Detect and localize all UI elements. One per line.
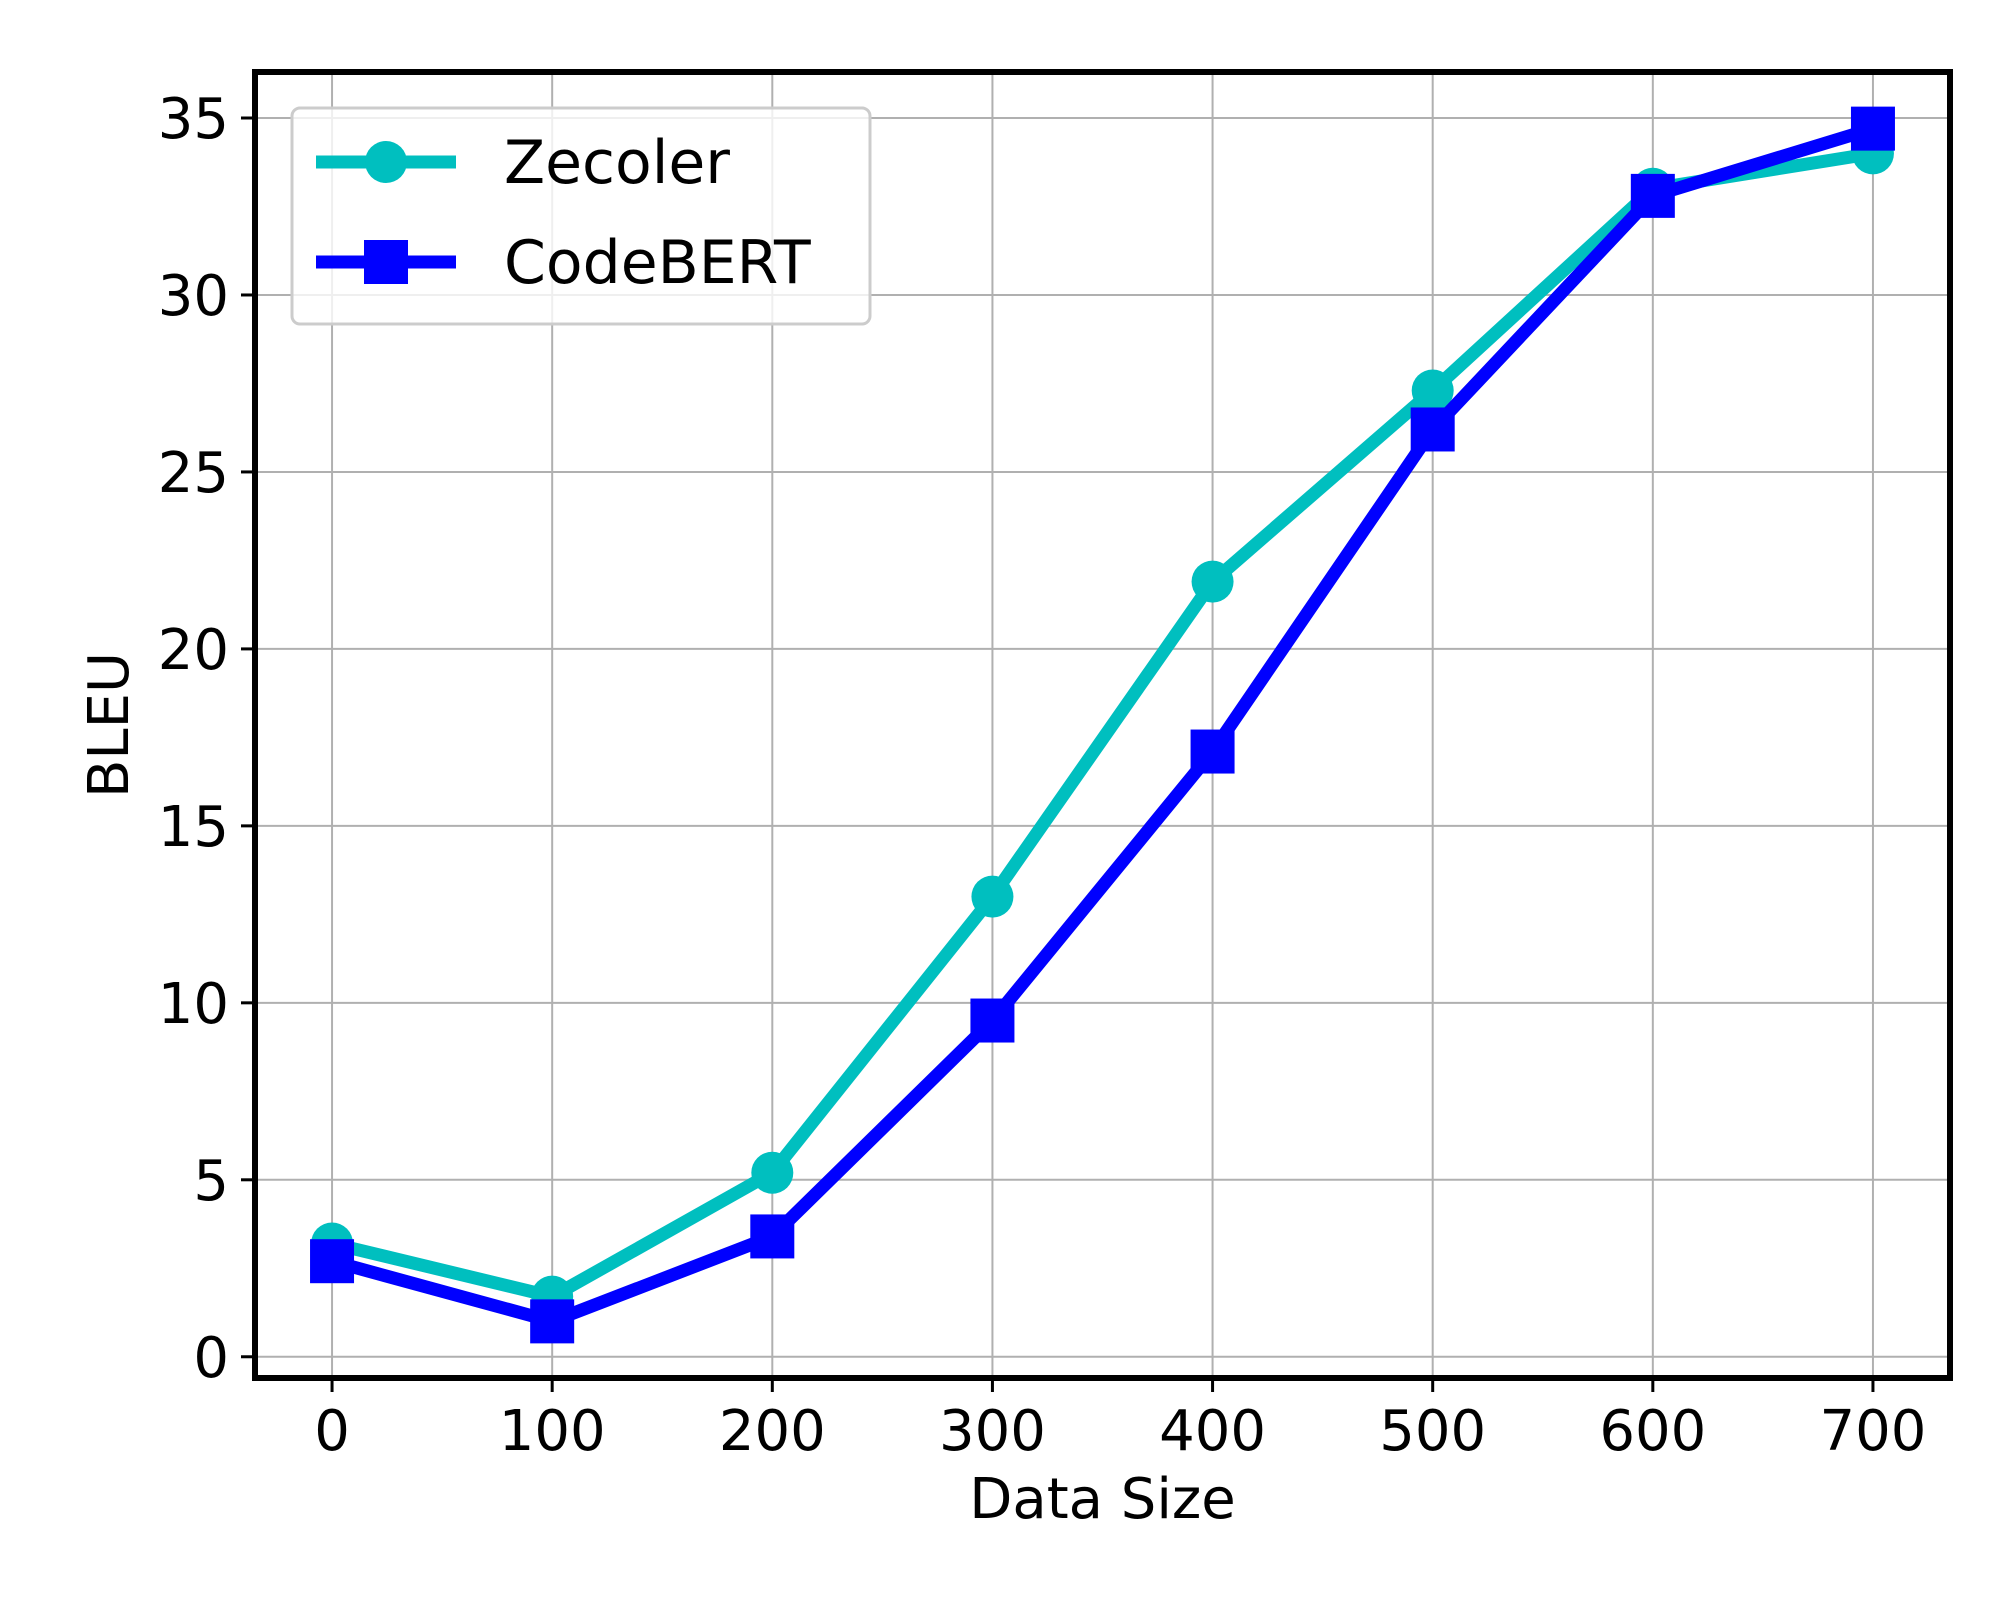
- y-tick-label: 30: [158, 264, 229, 329]
- y-tick-label: 15: [158, 795, 229, 860]
- x-tick-label: 700: [1820, 1399, 1927, 1464]
- data-point-codebert: [750, 1214, 795, 1259]
- y-tick-label: 5: [193, 1149, 229, 1214]
- legend: Zecoler CodeBERT: [290, 106, 872, 326]
- series-layer: [310, 106, 1895, 1344]
- y-tick-label: 10: [158, 972, 229, 1037]
- data-point-zecoler: [1411, 369, 1454, 412]
- y-tick-label: 35: [158, 87, 229, 152]
- legend-label-codebert: CodeBERT: [504, 228, 811, 298]
- x-tick-label: 300: [939, 1399, 1046, 1464]
- x-tick-label: 100: [499, 1399, 606, 1464]
- y-axis-title: BLEU: [77, 652, 142, 798]
- data-point-codebert: [530, 1299, 575, 1344]
- data-point-codebert: [1630, 173, 1675, 218]
- data-point-codebert: [1410, 407, 1455, 452]
- data-point-zecoler: [1191, 560, 1234, 603]
- data-point-codebert: [310, 1239, 355, 1284]
- grid: [255, 72, 1950, 1378]
- x-tick-label: 500: [1379, 1399, 1486, 1464]
- data-point-codebert: [1190, 729, 1235, 774]
- y-tick-label: 0: [193, 1326, 229, 1391]
- x-tick-label: 200: [719, 1399, 826, 1464]
- x-tick-label: 400: [1159, 1399, 1266, 1464]
- data-point-zecoler: [971, 875, 1014, 918]
- data-point-codebert: [1850, 106, 1895, 151]
- data-point-zecoler: [751, 1151, 794, 1194]
- series-line-codebert: [325, 122, 1880, 1328]
- tick-layer: 0 100 200 300 400 500 600 700 0 5 10 15 20 25 30 35: [158, 87, 1927, 1464]
- data-point-codebert: [970, 998, 1015, 1043]
- series-line-zecoler: [325, 146, 1880, 1304]
- legend-marker-codebert: [364, 240, 408, 284]
- y-tick-label: 25: [158, 441, 229, 506]
- x-axis-title: Data Size: [969, 1467, 1235, 1532]
- legend-label-zecoler: Zecoler: [504, 128, 730, 198]
- x-tick-label: 0: [314, 1399, 350, 1464]
- plot-frame: [252, 69, 1953, 1381]
- y-tick-label: 20: [158, 618, 229, 683]
- x-tick-label: 600: [1599, 1399, 1706, 1464]
- legend-marker-zecoler: [365, 141, 407, 183]
